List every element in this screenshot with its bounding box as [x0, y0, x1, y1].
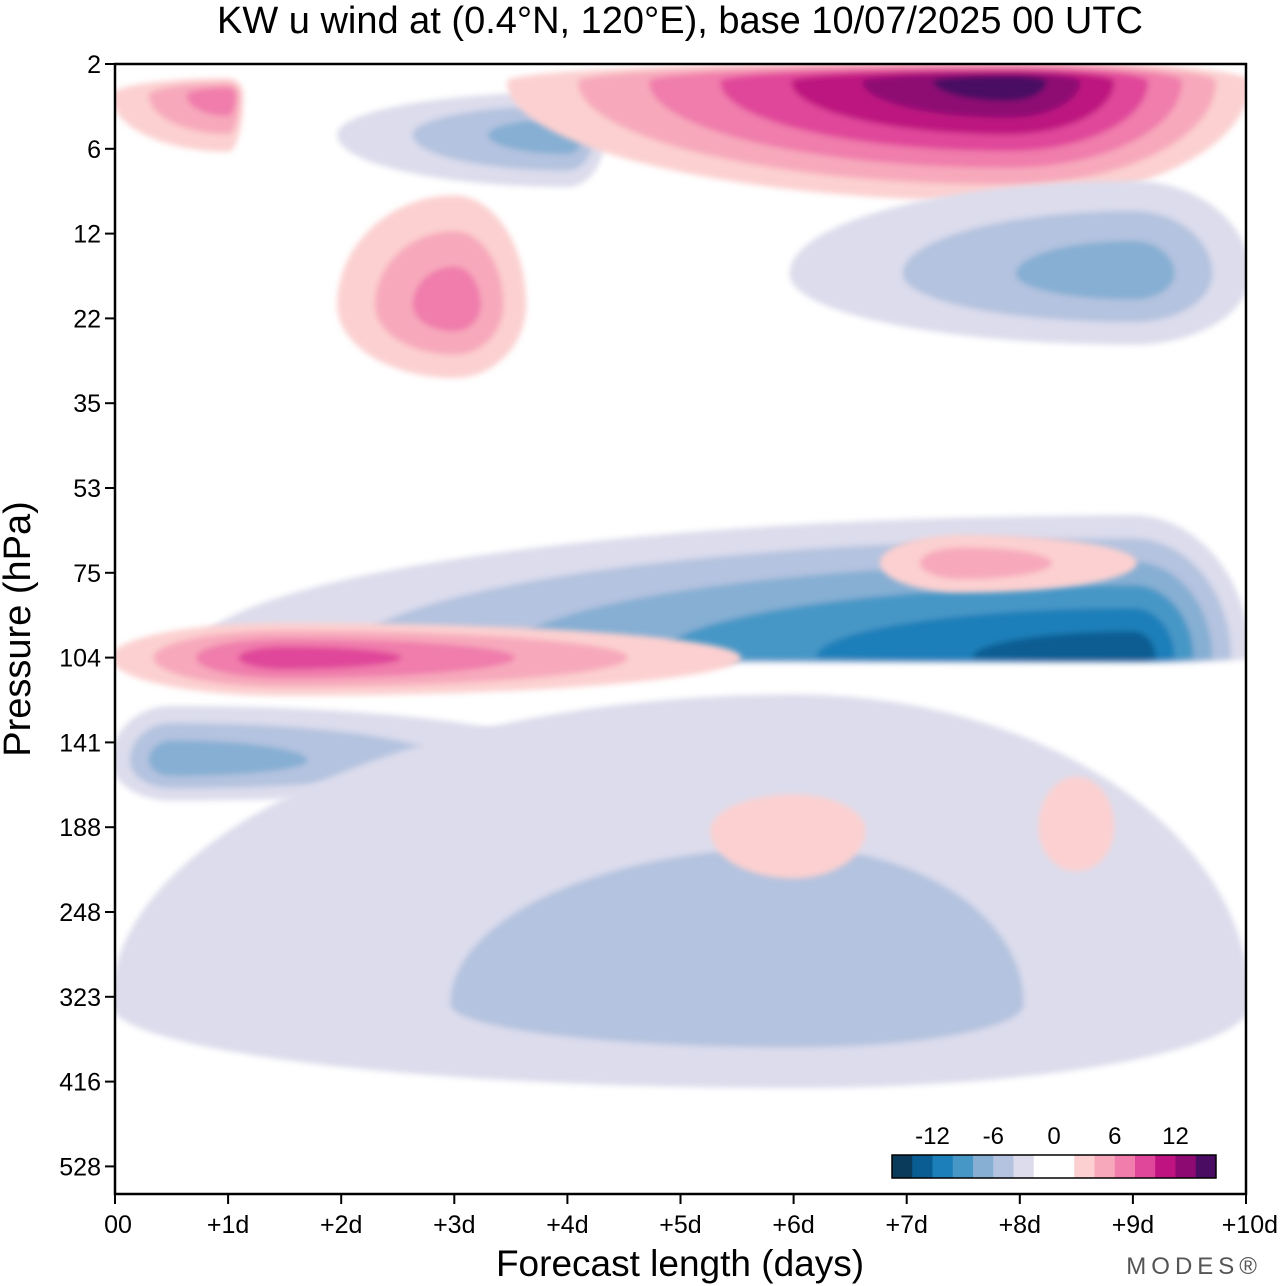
y-tick-label: 35 — [73, 390, 101, 418]
x-tick-label: +8d — [999, 1211, 1041, 1239]
colorbar-swatch — [932, 1155, 954, 1178]
colorbar-swatch — [952, 1155, 974, 1178]
wind-feature-6 — [1038, 776, 1115, 872]
colorbar-swatch — [1074, 1155, 1095, 1178]
x-tick-label: +5d — [659, 1211, 701, 1239]
contour-level — [238, 646, 402, 670]
colorbar-swatch — [1054, 1155, 1075, 1178]
y-tick-label: 53 — [73, 475, 101, 503]
y-tick-label: 416 — [59, 1069, 101, 1097]
colorbar-label: 0 — [1047, 1123, 1060, 1150]
contour-level — [933, 75, 1047, 101]
y-axis: 2 6 12 22 35 53 75 104 141 188 248 323 416 528 — [59, 51, 115, 1181]
colorbar-label: -12 — [915, 1123, 950, 1150]
colorbar-border — [891, 1154, 1217, 1179]
colorbar-swatch — [1013, 1155, 1035, 1178]
y-tick-label: 12 — [73, 221, 101, 249]
contour-level — [412, 266, 481, 332]
colorbar-swatch — [973, 1155, 994, 1178]
wind-feature-12 — [115, 78, 244, 152]
contour-level — [148, 740, 308, 776]
contour-level — [186, 87, 236, 117]
wind-field — [115, 64, 1246, 1088]
contour-level — [1015, 240, 1175, 300]
x-tick-label: +1d — [207, 1211, 249, 1239]
y-tick-label: 22 — [73, 305, 101, 333]
colorbar-swatch — [1175, 1155, 1197, 1178]
y-tick-label: 528 — [59, 1153, 101, 1181]
x-axis-label: Forecast length (days) — [496, 1243, 864, 1284]
colorbar-swatch — [1114, 1155, 1136, 1178]
y-tick-label: 104 — [59, 645, 101, 673]
contour-level — [710, 794, 866, 879]
x-tick-label: 00 — [104, 1211, 132, 1239]
colorbar: -12 -6 0 6 12 — [886, 1120, 1222, 1186]
y-tick-label: 141 — [59, 729, 101, 757]
plot-area — [115, 64, 1246, 1088]
wind-feature-2 — [115, 622, 742, 696]
colorbar-label: 6 — [1108, 1123, 1121, 1150]
x-tick-label: +3d — [433, 1211, 475, 1239]
y-axis-label: Pressure (hPa) — [0, 501, 39, 757]
x-tick-label: +10d — [1222, 1211, 1278, 1239]
colorbar-swatch — [993, 1155, 1014, 1178]
colorbar-label: 12 — [1162, 1123, 1189, 1150]
contour-level — [450, 847, 1024, 1048]
wind-feature-11 — [880, 534, 1137, 593]
wind-feature-7 — [337, 195, 527, 379]
wind-feature-9 — [506, 64, 1246, 202]
colorbar-swatch — [1033, 1155, 1055, 1178]
colorbar-swatch — [1135, 1155, 1156, 1178]
y-tick-label: 323 — [59, 984, 101, 1012]
x-tick-label: +6d — [772, 1211, 814, 1239]
brand-logo: MODES® — [1126, 1253, 1262, 1280]
chart-title: KW u wind at (0.4°N, 120°E), base 10/07/… — [217, 0, 1143, 42]
y-tick-label: 248 — [59, 899, 101, 927]
y-tick-label: 2 — [87, 51, 101, 79]
x-tick-label: +7d — [885, 1211, 927, 1239]
wind-feature-5 — [710, 794, 866, 879]
colorbar-swatch — [1155, 1155, 1176, 1178]
y-tick-label: 188 — [59, 814, 101, 842]
x-tick-label: +9d — [1112, 1211, 1154, 1239]
contour-level — [919, 547, 1053, 580]
x-tick-label: +4d — [546, 1211, 588, 1239]
y-tick-label: 6 — [87, 136, 101, 164]
y-tick-label: 75 — [73, 560, 101, 588]
x-tick-label: +2d — [320, 1211, 362, 1239]
colorbar-swatch — [1094, 1155, 1116, 1178]
colorbar-label: -6 — [983, 1123, 1004, 1150]
contour-level — [1038, 776, 1115, 872]
colorbar-swatch — [1195, 1155, 1217, 1178]
x-axis: 00 +1d +2d +3d +4d +5d +6d +7d +8d +9d +10d — [104, 1194, 1278, 1239]
wind-feature-10 — [789, 180, 1246, 345]
colorbar-swatch — [892, 1155, 913, 1178]
colorbar-swatch — [912, 1155, 933, 1178]
wind-feature-4 — [115, 694, 1246, 1088]
contour-level — [972, 631, 1156, 662]
